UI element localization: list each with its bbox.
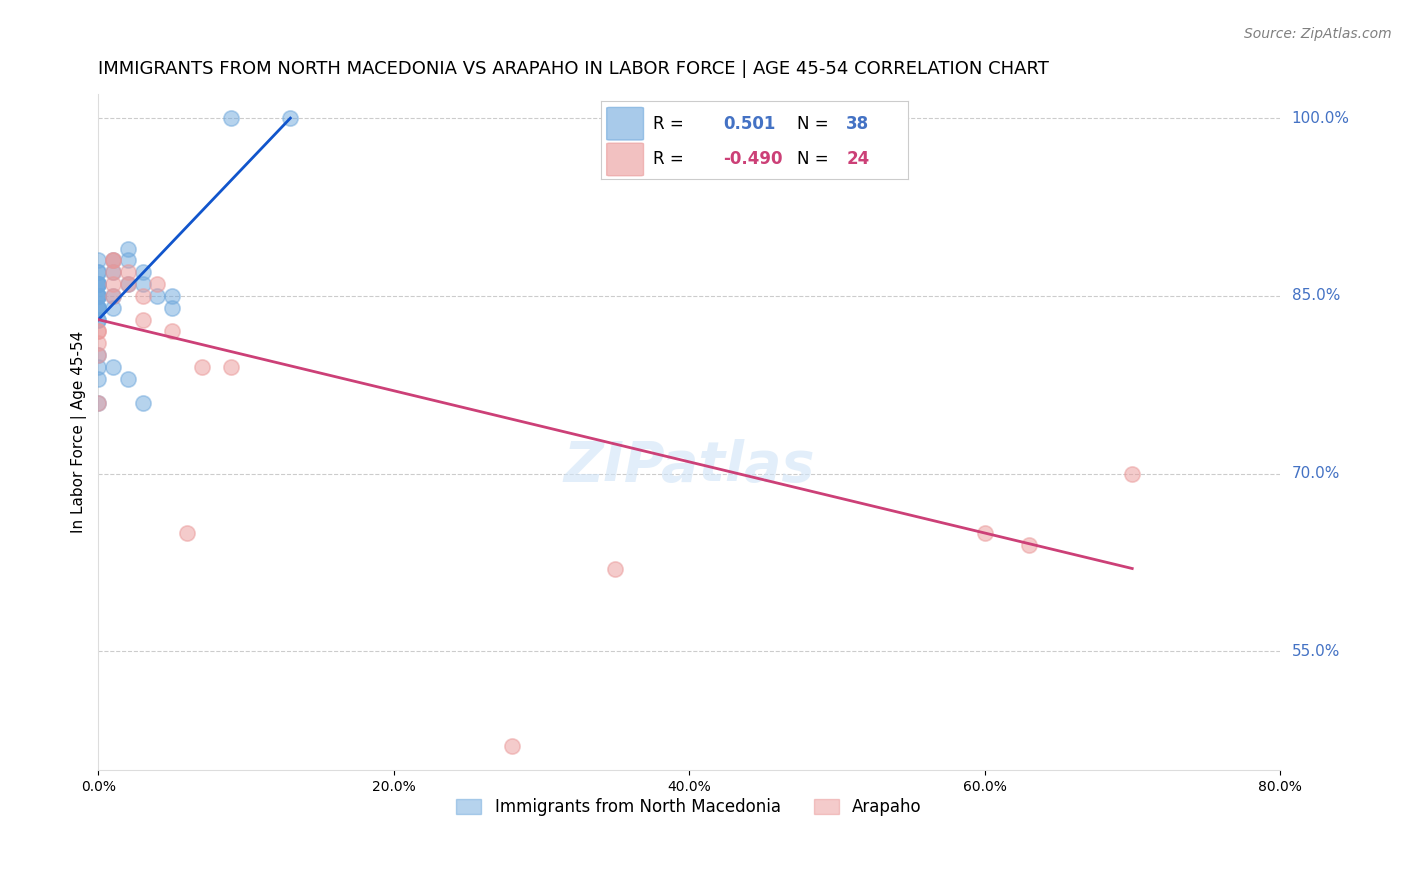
Point	[87, 372, 110, 386]
Text: 100.0%: 100.0%	[1292, 111, 1350, 126]
Point	[87, 277, 110, 291]
Legend: Immigrants from North Macedonia, Arapaho: Immigrants from North Macedonia, Arapaho	[450, 791, 928, 822]
Point	[117, 253, 139, 268]
Point	[131, 277, 153, 291]
Point	[190, 359, 212, 374]
Point	[87, 289, 110, 303]
Point	[131, 312, 153, 326]
Point	[101, 301, 124, 315]
Point	[87, 395, 110, 409]
Point	[117, 277, 139, 291]
Point	[280, 111, 302, 125]
Text: 70.0%: 70.0%	[1292, 467, 1340, 481]
Point	[117, 265, 139, 279]
Point	[146, 289, 169, 303]
Point	[1121, 467, 1143, 481]
Point	[160, 325, 183, 339]
Point	[87, 277, 110, 291]
Point	[160, 289, 183, 303]
Point	[87, 289, 110, 303]
Point	[117, 372, 139, 386]
Point	[131, 289, 153, 303]
Point	[87, 265, 110, 279]
Point	[131, 265, 153, 279]
Point	[87, 289, 110, 303]
Point	[117, 242, 139, 256]
Text: Source: ZipAtlas.com: Source: ZipAtlas.com	[1244, 27, 1392, 41]
Point	[131, 395, 153, 409]
Point	[101, 265, 124, 279]
Point	[146, 277, 169, 291]
Point	[101, 253, 124, 268]
Point	[101, 265, 124, 279]
Point	[87, 277, 110, 291]
Point	[87, 301, 110, 315]
Point	[160, 301, 183, 315]
Point	[87, 289, 110, 303]
Point	[117, 277, 139, 291]
Point	[1018, 538, 1040, 552]
Point	[101, 289, 124, 303]
Point	[87, 359, 110, 374]
Point	[101, 253, 124, 268]
Point	[101, 359, 124, 374]
Y-axis label: In Labor Force | Age 45-54: In Labor Force | Age 45-54	[72, 331, 87, 533]
Point	[219, 111, 242, 125]
Point	[87, 312, 110, 326]
Point	[176, 525, 198, 540]
Point	[87, 277, 110, 291]
Point	[87, 336, 110, 351]
Point	[501, 739, 523, 754]
Point	[87, 265, 110, 279]
Point	[87, 395, 110, 409]
Point	[101, 253, 124, 268]
Point	[87, 312, 110, 326]
Text: IMMIGRANTS FROM NORTH MACEDONIA VS ARAPAHO IN LABOR FORCE | AGE 45-54 CORRELATIO: IMMIGRANTS FROM NORTH MACEDONIA VS ARAPA…	[98, 60, 1049, 78]
Point	[101, 277, 124, 291]
Text: 85.0%: 85.0%	[1292, 288, 1340, 303]
Point	[101, 289, 124, 303]
Point	[87, 348, 110, 362]
Point	[219, 359, 242, 374]
Point	[87, 301, 110, 315]
Point	[87, 301, 110, 315]
Text: ZIPatlas: ZIPatlas	[564, 439, 815, 493]
Point	[87, 325, 110, 339]
Point	[973, 525, 995, 540]
Point	[605, 561, 627, 575]
Point	[87, 301, 110, 315]
Point	[87, 325, 110, 339]
Text: 55.0%: 55.0%	[1292, 644, 1340, 659]
Point	[87, 253, 110, 268]
Point	[87, 348, 110, 362]
